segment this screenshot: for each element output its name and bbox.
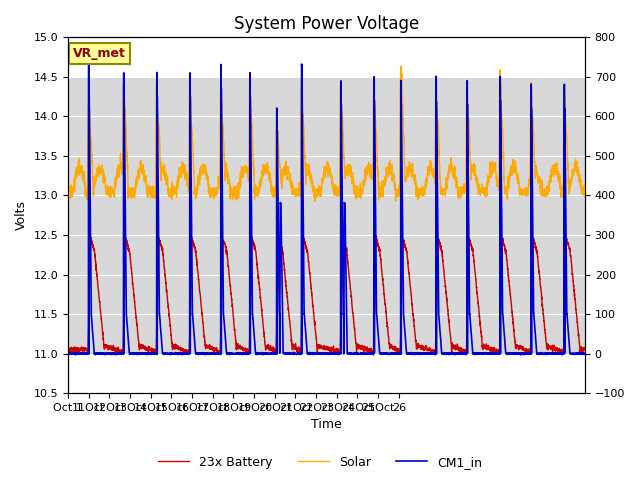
- CM1_in: [209, 350, 216, 356]
- Solar: [311, 199, 319, 204]
- 23x Battery: [581, 346, 589, 351]
- Solar: [64, 187, 72, 192]
- Solar: [532, 163, 540, 169]
- 23x Battery: [532, 246, 540, 252]
- 23x Battery: [175, 346, 182, 351]
- Solar: [377, 190, 385, 196]
- 23x Battery: [369, 352, 377, 358]
- CM1_in: [175, 350, 182, 356]
- X-axis label: Time: Time: [311, 419, 342, 432]
- CM1_in: [581, 351, 589, 357]
- 23x Battery: [386, 341, 394, 347]
- Solar: [209, 193, 216, 199]
- Solar: [581, 185, 589, 191]
- Bar: [68, 77, 585, 354]
- CM1_in: [298, 61, 305, 67]
- Solar: [175, 176, 182, 182]
- Solar: [397, 63, 404, 69]
- CM1_in: [64, 351, 72, 357]
- CM1_in: [377, 351, 385, 357]
- Title: System Power Voltage: System Power Voltage: [234, 15, 419, 33]
- Y-axis label: Volts: Volts: [15, 200, 28, 230]
- Solar: [386, 158, 394, 164]
- Text: VR_met: VR_met: [73, 47, 126, 60]
- CM1_in: [386, 350, 394, 356]
- CM1_in: [532, 341, 540, 347]
- 23x Battery: [581, 346, 589, 352]
- Solar: [581, 189, 589, 194]
- Legend: 23x Battery, Solar, CM1_in: 23x Battery, Solar, CM1_in: [153, 451, 487, 474]
- 23x Battery: [339, 233, 347, 239]
- 23x Battery: [209, 344, 216, 349]
- Line: CM1_in: CM1_in: [68, 64, 585, 355]
- Line: Solar: Solar: [68, 66, 585, 202]
- 23x Battery: [377, 256, 385, 262]
- 23x Battery: [64, 345, 72, 350]
- Line: 23x Battery: 23x Battery: [68, 236, 585, 355]
- CM1_in: [581, 351, 589, 357]
- CM1_in: [516, 352, 524, 358]
